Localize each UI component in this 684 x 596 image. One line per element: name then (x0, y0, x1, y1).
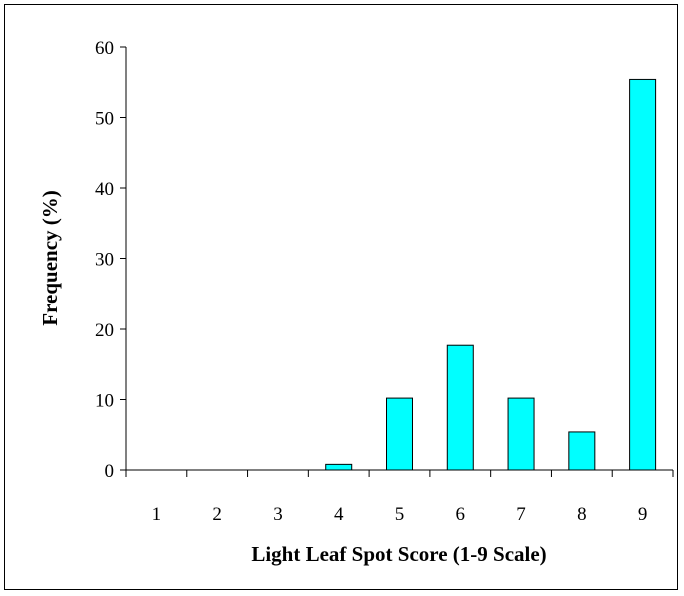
x-tick-label: 3 (273, 504, 283, 525)
x-tick-label: 9 (638, 504, 648, 525)
chart-frame (4, 4, 678, 590)
x-tick-label: 2 (212, 504, 222, 525)
x-tick-label: 8 (577, 504, 587, 525)
y-tick-label: 60 (95, 38, 114, 59)
x-tick-label: 6 (456, 504, 466, 525)
x-axis-ticks: 1 2 3 4 5 6 7 8 9 (125, 470, 674, 525)
bar-score-4 (325, 463, 353, 471)
x-axis-label: Light Leaf Spot Score (1-9 Scale) (251, 542, 546, 566)
y-axis-label: Frequency (%) (38, 190, 62, 326)
y-axis-ticks: 0 10 20 30 40 50 60 (95, 38, 126, 482)
bar-score-9 (629, 78, 657, 471)
x-tick-label: 1 (152, 504, 162, 525)
bar-score-8 (568, 431, 596, 471)
bar-score-5 (386, 397, 413, 471)
y-tick-label: 40 (95, 179, 114, 200)
x-tick-label: 5 (395, 504, 405, 525)
y-tick-label: 0 (105, 461, 115, 482)
x-tick-label: 4 (334, 504, 344, 525)
y-tick-label: 10 (95, 391, 114, 412)
bar-score-7 (507, 397, 535, 471)
bar-score-6 (446, 344, 474, 471)
x-tick-label: 7 (516, 504, 526, 525)
y-tick-label: 20 (95, 320, 114, 341)
y-tick-label: 50 (95, 109, 114, 130)
bars (325, 78, 657, 471)
y-tick-label: 30 (95, 250, 114, 271)
